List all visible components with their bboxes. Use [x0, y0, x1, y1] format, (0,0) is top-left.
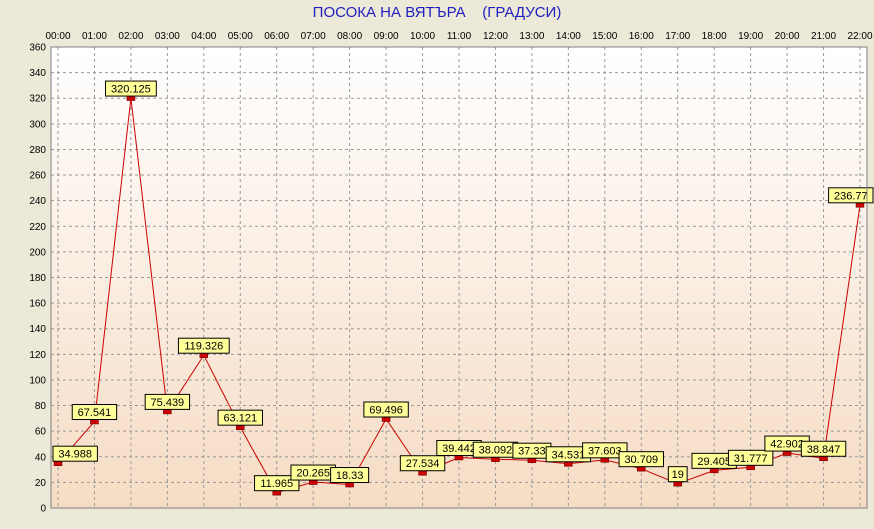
- data-label-box: [177, 337, 230, 354]
- plot-border: [50, 46, 868, 509]
- x-tick-label: 05:00: [228, 31, 253, 42]
- x-tick-label: 15:00: [592, 31, 617, 42]
- data-label-box: [582, 442, 628, 459]
- y-tick-label: 0: [40, 504, 46, 515]
- x-tick-label: 22:00: [847, 31, 872, 42]
- y-tick-label: 140: [29, 324, 46, 335]
- x-tick-label: 12:00: [483, 31, 508, 42]
- x-tick-label: 21:00: [811, 31, 836, 42]
- x-tick-label: 04:00: [191, 31, 216, 42]
- data-label: 42.902: [770, 439, 804, 451]
- y-tick-label: 260: [29, 171, 46, 182]
- data-label-box: [828, 187, 874, 204]
- x-tick-label: 08:00: [337, 31, 362, 42]
- x-tick-label: 18:00: [702, 31, 727, 42]
- data-label: 63.121: [223, 413, 257, 425]
- x-tick-label: 20:00: [775, 31, 800, 42]
- data-label: 37.603: [588, 445, 622, 457]
- data-label-box: [217, 409, 263, 426]
- data-label: 236.77: [834, 190, 868, 202]
- data-label-box: [667, 466, 688, 483]
- data-label: 119.326: [184, 341, 223, 353]
- x-tick-label: 03:00: [155, 31, 180, 42]
- data-label: 30.709: [624, 454, 658, 466]
- data-label: 67.541: [78, 407, 112, 419]
- chart-title: ПОСОКА НА ВЯТЪРА (ГРАДУСИ): [312, 4, 562, 21]
- y-tick-label: 280: [29, 145, 46, 156]
- data-label: 320.125: [111, 84, 151, 96]
- y-tick-label: 240: [29, 196, 46, 207]
- data-label-box: [618, 451, 664, 468]
- data-label: 38.092: [479, 445, 513, 457]
- y-tick-label: 60: [35, 427, 47, 438]
- data-label: 75.439: [151, 397, 185, 409]
- x-tick-label: 13:00: [519, 31, 544, 42]
- y-tick-label: 320: [29, 94, 46, 105]
- x-tick-label: 14:00: [556, 31, 581, 42]
- y-tick-label: 200: [29, 247, 46, 258]
- y-tick-label: 120: [29, 350, 46, 361]
- y-tick-label: 300: [29, 119, 46, 130]
- series: [53, 95, 865, 496]
- y-tick-label: 340: [29, 68, 46, 79]
- data-label: 31.777: [734, 453, 768, 465]
- data-label: 34.531: [552, 449, 586, 461]
- x-tick-label: 01:00: [82, 31, 107, 42]
- data-label-box: [254, 475, 300, 492]
- y-tick-label: 360: [29, 43, 46, 54]
- y-tick-label: 160: [29, 299, 46, 310]
- data-label-box: [399, 455, 446, 472]
- x-tick-label: 19:00: [738, 31, 763, 42]
- x-axis-ticks: 00:00 01:00 02:00 03:00 04:00 05:00 06:00 07:00…: [45, 31, 872, 42]
- data-label-box: [105, 80, 157, 97]
- y-axis-ticks: 0 20 40 60 80 100 120 140 160 180 200 220 240 260 280 3…: [29, 43, 46, 515]
- data-label: 27.534: [406, 458, 440, 470]
- data-label-box: [71, 404, 118, 421]
- y-tick-label: 80: [35, 401, 47, 412]
- data-label: 37.33: [518, 446, 546, 458]
- x-tick-label: 02:00: [118, 31, 143, 42]
- y-tick-label: 220: [29, 222, 46, 233]
- x-tick-label: 10:00: [410, 31, 435, 42]
- data-label-box: [330, 467, 370, 484]
- x-tick-label: 06:00: [264, 31, 289, 42]
- y-tick-label: 100: [29, 375, 46, 386]
- data-label: 20.265: [296, 468, 330, 480]
- data-label-box: [800, 440, 847, 457]
- data-label-box: [144, 393, 191, 410]
- data-label: 11.965: [260, 478, 293, 490]
- x-tick-label: 09:00: [374, 31, 399, 42]
- data-label: 34.988: [58, 449, 92, 461]
- x-tick-label: 16:00: [629, 31, 654, 42]
- data-label-box: [52, 445, 98, 462]
- y-tick-label: 40: [35, 452, 47, 463]
- data-labels: 34.988 67.541 320.125 75.439 119.326 63.121 11…: [52, 80, 874, 492]
- x-tick-label: 11:00: [447, 31, 472, 42]
- data-label: 18.33: [336, 470, 364, 482]
- x-tick-label: 00:00: [45, 31, 70, 42]
- data-label-box: [363, 401, 409, 418]
- data-label: 69.496: [369, 405, 403, 417]
- y-tick-label: 180: [29, 273, 46, 284]
- data-label-box: [727, 449, 774, 466]
- data-label: 39.442: [442, 443, 476, 455]
- data-label: 19: [672, 469, 684, 481]
- x-tick-label: 17:00: [665, 31, 690, 42]
- data-label: 29.405: [697, 456, 731, 468]
- y-tick-label: 20: [35, 478, 47, 489]
- x-tick-label: 07:00: [301, 31, 326, 42]
- data-label: 38.847: [807, 444, 841, 456]
